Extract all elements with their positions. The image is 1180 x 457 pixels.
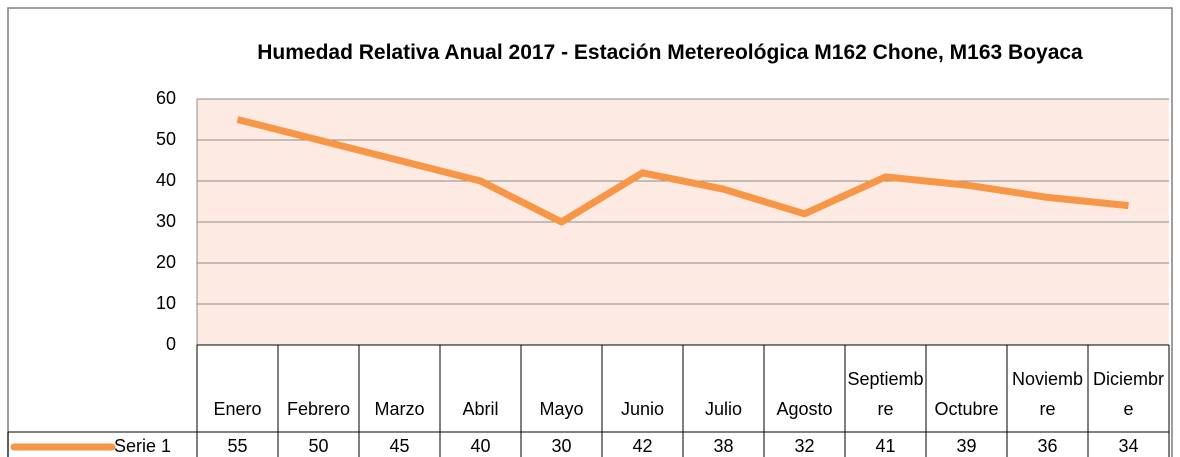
- y-tick-label: 60: [156, 88, 176, 108]
- table-value: 45: [389, 436, 409, 456]
- y-tick-label: 40: [156, 170, 176, 190]
- y-tick-label: 10: [156, 293, 176, 313]
- chart-title: Humedad Relativa Anual 2017 - Estación M…: [257, 41, 1083, 64]
- table-value: 34: [1118, 436, 1138, 456]
- table-value: 41: [875, 436, 895, 456]
- x-tick-label: Agosto: [776, 399, 833, 419]
- x-tick-label: Marzo: [374, 399, 425, 419]
- y-tick-label: 0: [166, 334, 176, 354]
- table-value: 40: [470, 436, 490, 456]
- table-value: 50: [308, 436, 328, 456]
- table-value: 32: [794, 436, 814, 456]
- x-tick-label: Enero: [213, 399, 262, 419]
- x-tick-label: Septiembre: [847, 369, 924, 419]
- table-value: 38: [713, 436, 733, 456]
- x-tick-label: Junio: [620, 399, 665, 419]
- legend-label: Serie 1: [114, 436, 171, 456]
- x-tick-label: Mayo: [539, 399, 584, 419]
- table-value: 30: [551, 436, 571, 456]
- y-tick-label: 50: [156, 129, 176, 149]
- table-value: 55: [227, 436, 247, 456]
- table-value: 39: [956, 436, 976, 456]
- x-tick-label: Febrero: [286, 399, 351, 419]
- x-tick-label: Abril: [462, 399, 499, 419]
- series-line: [236, 116, 1129, 226]
- table-value: 36: [1037, 436, 1057, 456]
- x-tick-label: Julio: [704, 399, 743, 419]
- table-value: 42: [632, 436, 652, 456]
- y-tick-label: 30: [156, 211, 176, 231]
- y-tick-label: 20: [156, 252, 176, 272]
- x-tick-label: Octubre: [934, 399, 999, 419]
- x-tick-label: Diciembre: [1092, 369, 1164, 419]
- x-tick-label: Noviembre: [1011, 369, 1084, 419]
